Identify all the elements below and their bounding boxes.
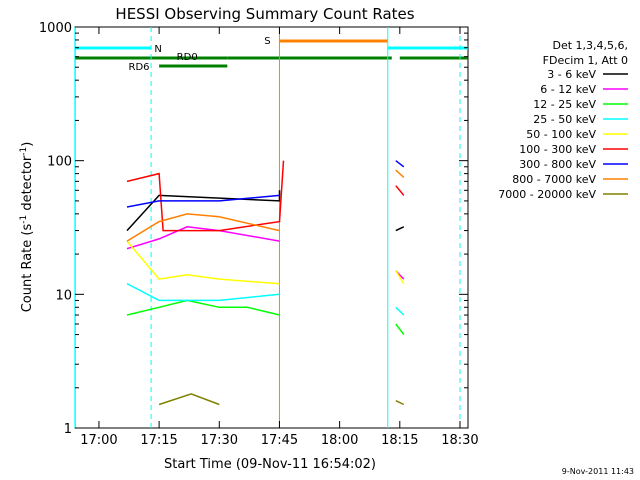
plot-border: [74, 26, 469, 429]
y-tick-label-1: 1: [64, 422, 72, 437]
legend-label-2: 6 - 12 keV: [540, 83, 596, 96]
legend-header-fdecim: FDecim 1, Att 0: [543, 54, 628, 67]
y-tick-label-2: 10: [55, 288, 72, 303]
legend-label-9: 7000 - 20000 keV: [498, 188, 596, 201]
legend-label-1: 3 - 6 keV: [547, 68, 596, 81]
footer-date: 9-Nov-2011 11:43: [562, 467, 634, 476]
flag-label-rd6: RD6: [129, 62, 150, 73]
series-line-1-segment-2: [395, 226, 405, 232]
series-lines: [126, 160, 405, 406]
legend-label-7: 300 - 800 keV: [519, 158, 596, 171]
series-line-7-segment-1: [126, 194, 280, 208]
ylabel-sup-2: -1: [19, 147, 29, 156]
series-line-3-segment-1: [126, 299, 280, 316]
x-tick-label-1: 17:00: [80, 433, 117, 448]
ylabel-part-1: Count Rate (s: [20, 224, 35, 313]
legend-label-5: 50 - 100 keV: [526, 128, 596, 141]
series-line-5-segment-1: [126, 240, 280, 285]
instrument-flag-bars: N S RD0 RD6: [74, 27, 468, 428]
x-tick-label-3: 17:30: [201, 433, 238, 448]
ylabel-part-3: ): [20, 142, 35, 147]
legend-label-8: 800 - 7000 keV: [512, 173, 596, 186]
flag-label-rd0: RD0: [177, 52, 198, 63]
series-line-8-segment-2: [395, 169, 405, 178]
series-line-9-segment-1: [158, 393, 220, 406]
series-line-6-segment-2: [395, 185, 405, 196]
series-line-7-segment-2: [395, 160, 405, 168]
chart-title: HESSI Observing Summary Count Rates: [115, 5, 414, 23]
y-axis-ticks: 1 10 100 1000: [39, 21, 468, 437]
series-line-2-segment-1: [126, 226, 280, 250]
x-tick-label-7: 18:30: [441, 433, 478, 448]
series-line-6-segment-1: [126, 160, 285, 232]
legend-label-6: 100 - 300 keV: [519, 143, 596, 156]
flag-label-s: S: [264, 36, 270, 47]
x-axis-ticks: 17:00 17:15 17:30 17:45 18:00 18:15 18:30: [80, 27, 479, 448]
series-line-9-segment-2: [395, 400, 405, 406]
series-line-5-segment-2: [395, 270, 405, 285]
legend-label-3: 12 - 25 keV: [533, 98, 596, 111]
x-tick-label-2: 17:15: [140, 433, 177, 448]
x-tick-label-5: 18:00: [321, 433, 358, 448]
y-axis-label: Count Rate (s-1 detector-1): [19, 142, 35, 313]
x-tick-label-4: 17:45: [261, 433, 298, 448]
series-line-3-segment-2: [395, 323, 405, 336]
series-line-4-segment-1: [126, 283, 280, 302]
x-axis-label: Start Time (09-Nov-11 16:54:02): [164, 457, 376, 472]
legend-label-4: 25 - 50 keV: [533, 113, 596, 126]
y-tick-label-4: 1000: [39, 21, 72, 36]
ylabel-part-2: detector: [20, 155, 35, 215]
legend-header-det: Det 1,3,4,5,6,: [552, 39, 628, 52]
series-line-4-segment-2: [395, 306, 405, 316]
flag-label-n: N: [154, 44, 161, 55]
y-tick-label-3: 100: [47, 155, 72, 170]
x-tick-label-6: 18:15: [381, 433, 418, 448]
ylabel-sup-1: -1: [19, 215, 29, 224]
plot-frame: [74, 26, 469, 429]
legend: 3 - 6 keV 6 - 12 keV 12 - 25 keV 25 - 50 ke…: [498, 68, 628, 201]
series-line-8-segment-1: [126, 213, 280, 242]
